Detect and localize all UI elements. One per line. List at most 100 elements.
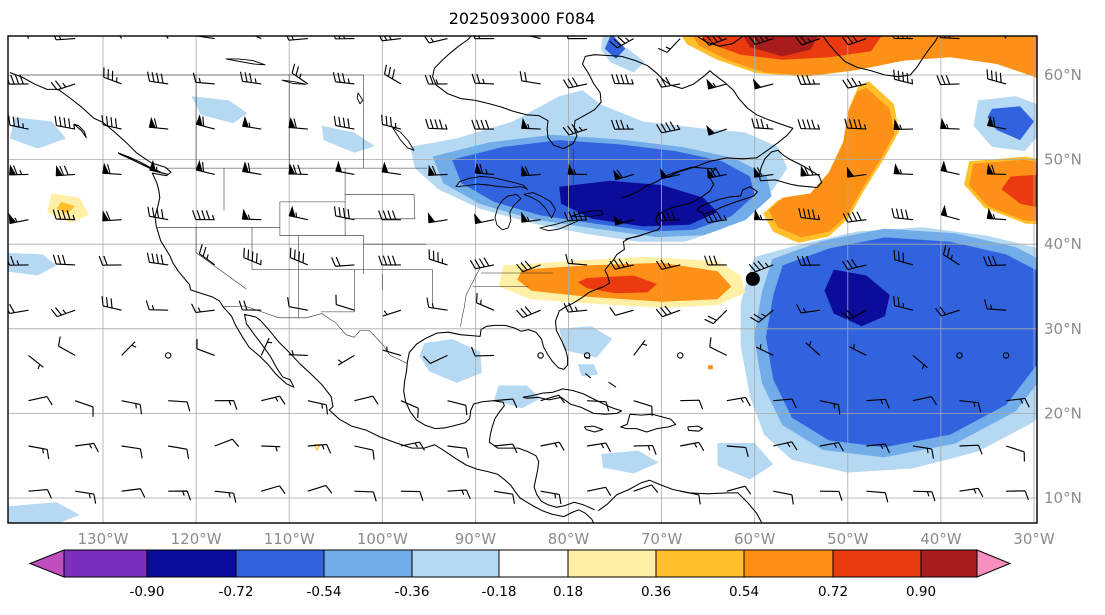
wind-barb	[819, 490, 843, 501]
wind-barb	[332, 72, 355, 85]
contour-region-pale-gulf-texas	[419, 339, 482, 383]
barb-staff	[307, 400, 329, 415]
barb-staff	[540, 490, 562, 505]
chart-title: 2025093000 F084	[449, 9, 596, 28]
wind-barb	[8, 115, 29, 130]
barb-staff	[726, 485, 752, 495]
wind-barb	[656, 121, 681, 134]
barb-staff	[657, 210, 681, 222]
contour-region-gold-pacific-nw-core	[56, 201, 76, 214]
colorbar-tick-label: 0.54	[729, 584, 759, 600]
calm-wind-circle	[164, 352, 172, 359]
calm-wind-circle	[956, 352, 963, 359]
barb-pennant	[335, 160, 343, 173]
wind-barb	[984, 299, 1007, 311]
barb-staff	[214, 438, 240, 448]
barb-pennant	[706, 167, 715, 179]
wind-barb	[521, 165, 541, 177]
barb-staff	[773, 441, 798, 451]
barb-staff	[261, 485, 286, 495]
lon-tick-label: 70°W	[641, 530, 683, 548]
wind-barb	[726, 485, 752, 495]
barb-staff	[214, 490, 237, 503]
wind-barb	[796, 74, 820, 85]
barb-staff	[307, 484, 333, 494]
barb-staff	[121, 400, 143, 415]
wind-barb	[890, 36, 914, 40]
coastline-path	[583, 425, 604, 433]
wind-barb	[795, 36, 821, 46]
barb-staff	[633, 339, 648, 356]
barb-staff	[986, 69, 1007, 85]
barb-staff	[50, 80, 76, 91]
barb-pennant	[381, 161, 389, 174]
barb-pennant	[893, 163, 901, 175]
barb-pennant	[940, 204, 948, 217]
barb-staff	[656, 121, 681, 134]
wind-barb	[563, 210, 588, 222]
wind-barb	[633, 339, 648, 356]
wind-barb	[583, 352, 591, 359]
colorbar-band	[832, 549, 922, 578]
wind-barb	[101, 115, 122, 130]
contour-region-pale-caribbean-east	[717, 443, 774, 480]
barb-staff	[400, 490, 424, 502]
wind-barb	[335, 160, 355, 175]
wind-barb	[8, 74, 29, 85]
barb-staff	[841, 36, 867, 46]
barb-staff	[842, 211, 867, 223]
coastline-path	[758, 149, 823, 189]
coastline-path	[822, 36, 939, 78]
wind-barb	[101, 296, 122, 311]
lat-tick-label: 20°N	[1044, 404, 1082, 422]
wind-barb	[54, 115, 76, 130]
contour-region-navy-core-atlantic	[824, 269, 890, 327]
wind-barb	[192, 72, 215, 85]
barb-staff	[75, 490, 97, 504]
barb-pennant	[846, 166, 855, 178]
wind-barb	[214, 438, 240, 448]
wind-barb	[1006, 490, 1030, 501]
wind-barb	[702, 211, 727, 224]
wind-barb	[28, 488, 52, 499]
barb-staff	[587, 400, 610, 412]
coastline-path	[608, 381, 617, 388]
colorbar-tick-label: 0.72	[818, 584, 848, 600]
wind-barb	[51, 36, 76, 41]
lake-outline	[356, 92, 364, 105]
barb-pennant	[706, 78, 716, 90]
wind-barb	[427, 212, 448, 224]
wind-barb	[866, 490, 889, 503]
barb-staff	[191, 303, 215, 314]
wind-barb	[751, 118, 774, 130]
wind-barb	[378, 210, 401, 221]
storm-position-dot	[745, 271, 760, 286]
wind-barb	[148, 116, 169, 130]
wind-barb	[935, 306, 960, 317]
barb-staff	[378, 210, 401, 221]
wind-barb	[994, 36, 1007, 39]
wind-barb	[75, 442, 99, 453]
colorbar-over-arrow	[976, 549, 1012, 578]
barb-staff	[333, 115, 355, 130]
barb-staff	[773, 490, 794, 505]
barb-staff	[540, 441, 565, 451]
wind-barb	[657, 210, 681, 222]
colorbar-band	[323, 549, 413, 578]
barb-staff	[493, 398, 518, 409]
wind-barb	[702, 36, 728, 46]
barb-staff	[146, 71, 169, 85]
wind-barb	[680, 490, 701, 505]
wind-barb	[609, 306, 634, 316]
wind-barb	[748, 260, 774, 273]
colorbar-band	[498, 549, 569, 578]
barb-staff	[912, 490, 936, 502]
wind-barb	[196, 339, 215, 356]
wind-barb	[940, 204, 960, 221]
barb-staff	[796, 255, 820, 266]
wind-barb	[198, 244, 216, 266]
wind-barb	[748, 36, 774, 46]
wind-barb	[354, 445, 375, 460]
barb-staff	[959, 400, 982, 413]
barb-staff	[381, 114, 402, 130]
